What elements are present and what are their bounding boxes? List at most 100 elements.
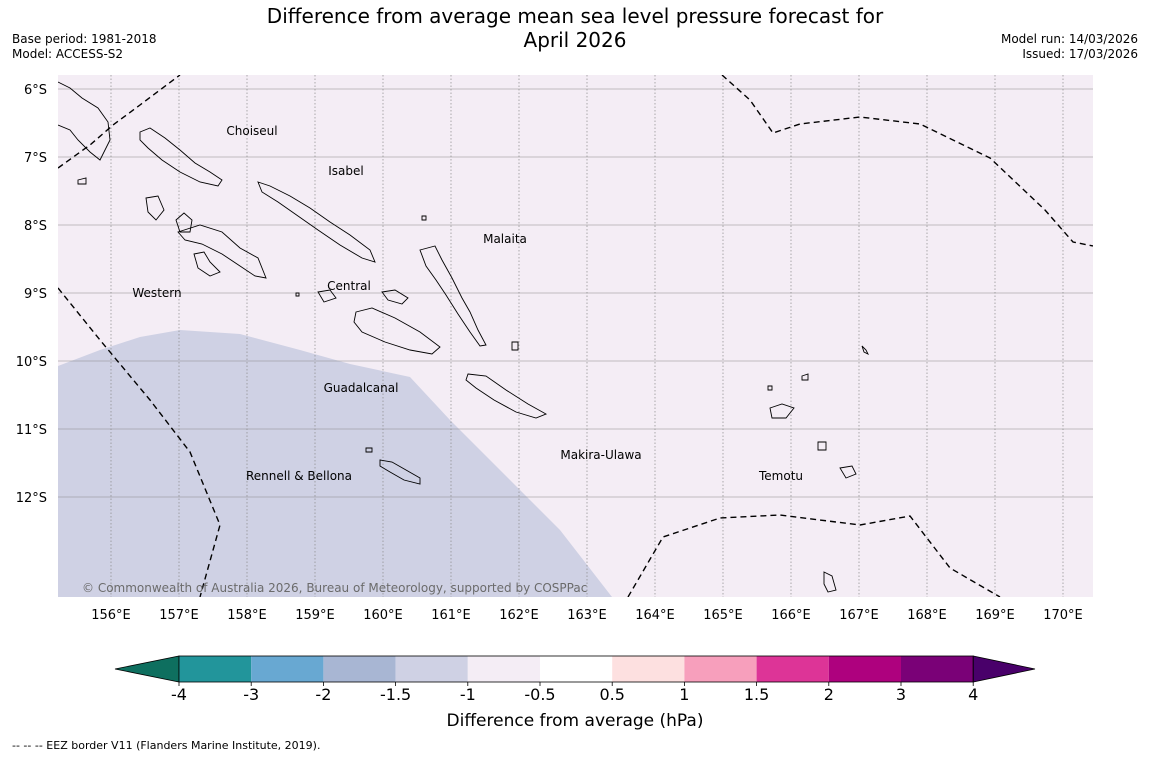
latitude-label: 11°S — [16, 423, 47, 438]
island-kolombangara — [175, 212, 193, 233]
longitude-label: 166°E — [771, 608, 811, 623]
colorbar-segment — [828, 656, 901, 682]
island-small-5 — [77, 177, 87, 185]
place-label: Western — [132, 286, 181, 300]
colorbar: -4 -3 -2 -1.5 -1 -0.5 0.5 1 1.5 2 3 4 — [114, 655, 1036, 704]
place-label: Makira-Ulawa — [560, 448, 641, 462]
island-choiseul — [139, 127, 223, 187]
issued-date: Issued: 17/03/2026 — [1022, 47, 1138, 61]
colorbar-tick-label: -1 — [460, 685, 476, 704]
place-label: Rennell & Bellona — [246, 469, 352, 483]
island-guadalcanal — [353, 307, 441, 355]
eez-legend: -- -- -- EEZ border V11 (Flanders Marine… — [12, 739, 321, 752]
latitude-label: 12°S — [16, 491, 47, 506]
colorbar-segment — [323, 656, 396, 682]
colorbar-segment — [684, 656, 757, 682]
colorbar-tick-label: -0.5 — [524, 685, 555, 704]
place-labels: Choiseul Isabel Malaita Western Central Guada… — [132, 124, 803, 483]
latitude-label: 10°S — [16, 355, 47, 370]
longitude-label: 162°E — [499, 608, 539, 623]
colorbar-extend-low — [114, 655, 180, 683]
colorbar-segment — [251, 656, 324, 682]
colorbar-tick-label: -4 — [171, 685, 187, 704]
colorbar-extend-high — [972, 655, 1036, 683]
colorbar-segment — [756, 656, 829, 682]
latitude-labels: 6°S 7°S 8°S 9°S 10°S 11°S 12°S — [16, 83, 47, 506]
longitude-label: 158°E — [227, 608, 267, 623]
island-santa-cruz — [769, 403, 795, 419]
model-name: Model: ACCESS-S2 — [12, 47, 124, 61]
colorbar-segment — [540, 656, 613, 682]
colorbar-segment — [467, 656, 540, 682]
island-bougainville — [58, 81, 111, 161]
island-bellona — [365, 447, 373, 453]
meta-left: Base period: 1981-2018 Model: ACCESS-S2 — [12, 32, 157, 62]
longitude-label: 160°E — [363, 608, 403, 623]
colorbar-label: Difference from average (hPa) — [447, 711, 704, 731]
meta-right: Model run: 14/03/2026 Issued: 17/03/2026 — [1001, 32, 1138, 62]
place-label: Guadalcanal — [324, 381, 399, 395]
copyright-text: © Commonwealth of Australia 2026, Bureau… — [82, 581, 587, 595]
latitude-label: 7°S — [24, 151, 47, 166]
place-label: Choiseul — [226, 124, 277, 138]
island-nggela — [381, 289, 409, 305]
longitude-label: 170°E — [1043, 608, 1083, 623]
coastlines — [58, 81, 870, 593]
colorbar-tick-label: -2 — [315, 685, 331, 704]
island-rendova — [193, 251, 221, 277]
colorbar-tick-label: 2 — [824, 685, 834, 704]
island-vella-lavella — [145, 195, 165, 221]
longitude-label: 167°E — [839, 608, 879, 623]
longitude-label: 157°E — [159, 608, 199, 623]
eez-border-north-west — [58, 75, 181, 169]
colorbar-tick-label: 4 — [968, 685, 978, 704]
gridlines — [58, 75, 1093, 597]
model-run: Model run: 14/03/2026 — [1000, 32, 1138, 46]
longitude-label: 159°E — [295, 608, 335, 623]
longitude-label: 156°E — [91, 608, 131, 623]
latitude-label: 9°S — [24, 287, 47, 302]
island-rennell — [379, 459, 421, 485]
base-period: Base period: 1981-2018 — [12, 32, 157, 46]
colorbar-tick-label: 1 — [679, 685, 689, 704]
colorbar-segment — [395, 656, 468, 682]
island-tikopia — [823, 571, 837, 593]
island-small-2 — [295, 292, 300, 297]
map-title: Difference from average mean sea level p… — [250, 4, 900, 52]
island-vanikoro — [839, 465, 857, 479]
colorbar-tick-label: 1.5 — [744, 685, 769, 704]
island-small-4 — [861, 345, 870, 356]
latitude-label: 6°S — [24, 83, 47, 98]
colorbar-segment — [612, 656, 685, 682]
island-ulawa — [511, 341, 519, 351]
colorbar-outline — [178, 655, 974, 683]
island-new-georgia — [177, 224, 267, 279]
latitude-label: 8°S — [24, 219, 47, 234]
place-label: Central — [327, 279, 371, 293]
longitude-label: 161°E — [431, 608, 471, 623]
title-line-1: Difference from average mean sea level p… — [266, 4, 884, 28]
title-line-2: April 2026 — [523, 28, 627, 52]
longitude-label: 169°E — [975, 608, 1015, 623]
island-utupua — [817, 441, 827, 451]
anomaly-region — [58, 330, 612, 597]
island-isabel — [257, 181, 376, 263]
island-malaita — [419, 245, 487, 347]
island-russell — [317, 289, 337, 303]
island-small-1 — [421, 215, 427, 221]
longitude-label: 164°E — [635, 608, 675, 623]
colorbar-tick-label: -1.5 — [380, 685, 411, 704]
eez-border-north-east — [721, 75, 1093, 247]
eez-border-south-west — [58, 287, 221, 597]
place-label: Isabel — [328, 164, 363, 178]
place-label: Temotu — [758, 469, 803, 483]
colorbar-segment — [901, 656, 974, 682]
eez-border-south-east — [627, 514, 1001, 597]
colorbar-tick-label: -3 — [243, 685, 259, 704]
island-duff — [801, 373, 809, 381]
island-small-3 — [767, 385, 773, 391]
longitude-label: 165°E — [703, 608, 743, 623]
island-makira — [465, 373, 548, 419]
colorbar-tick-label: 3 — [896, 685, 906, 704]
